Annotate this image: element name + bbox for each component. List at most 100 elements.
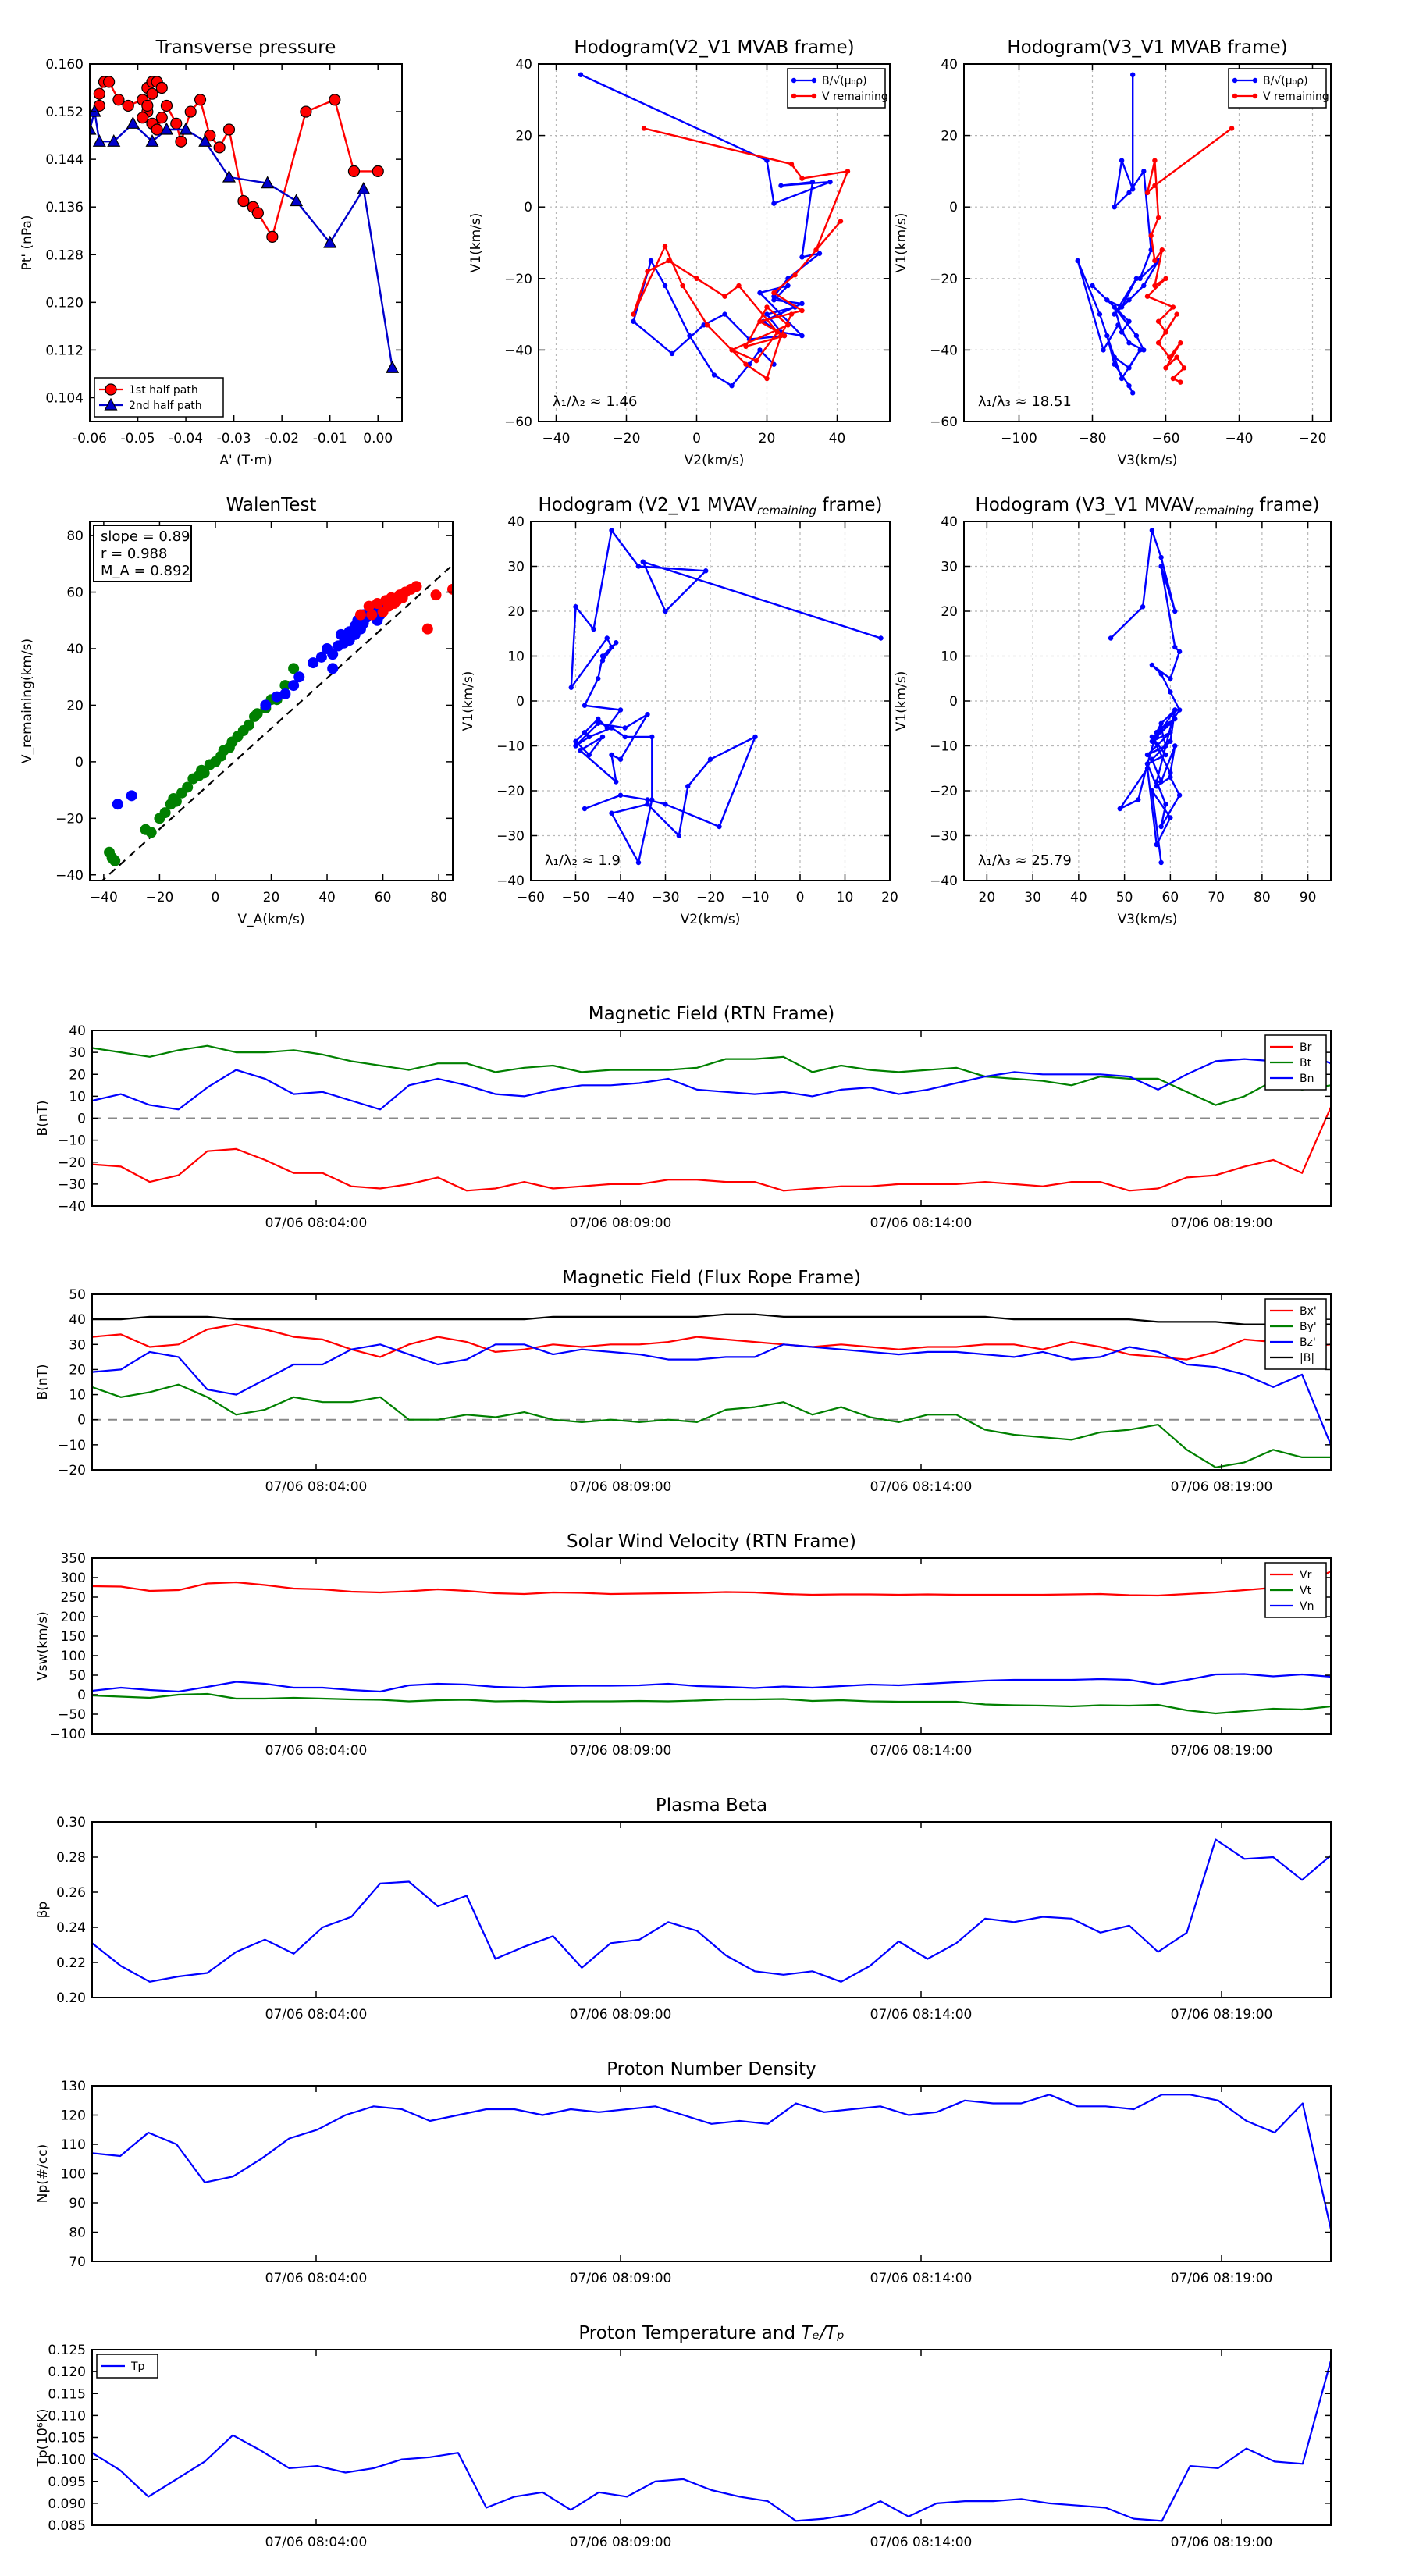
data-point [1172, 644, 1178, 650]
y-tick-label: 0 [77, 1112, 86, 1127]
data-point [785, 322, 791, 328]
data-point [366, 609, 378, 621]
data-point [1119, 304, 1125, 310]
y-tick-label: 40 [515, 57, 532, 73]
x-tick-label: −40 [1225, 431, 1254, 447]
y-tick-label: 0.125 [48, 2343, 86, 2358]
y-tick-label: −10 [930, 739, 958, 755]
data-point [175, 135, 187, 148]
y-axis-label: Vsw(km/s) [35, 1611, 51, 1681]
data-point [213, 141, 226, 154]
y-axis-label: B(nT) [35, 1364, 51, 1400]
data-point [1174, 354, 1179, 360]
series-line [580, 73, 831, 387]
plot-frame [91, 1557, 1332, 1735]
data-point [816, 251, 823, 256]
chart-title: Proton Number Density [606, 2059, 816, 2080]
data-point [1172, 716, 1178, 722]
data-point [1158, 671, 1164, 677]
series-green [104, 663, 300, 866]
y-axis-label: Np(#/cc) [35, 2144, 51, 2203]
data-point [645, 712, 650, 717]
chart-title: Hodogram(V2_V1 MVAB frame) [574, 37, 854, 58]
series-line [1110, 529, 1181, 863]
series-blue [112, 600, 389, 810]
y-tick-label: 100 [61, 1649, 86, 1664]
y-tick-label: 130 [61, 2079, 86, 2094]
y-tick-label: −10 [496, 739, 525, 755]
y-tick-label: −20 [504, 272, 532, 287]
data-point [1155, 318, 1161, 324]
data-point [1155, 340, 1161, 346]
y-tick-label: 0.28 [56, 1850, 86, 1866]
data-point [145, 133, 159, 147]
data-point [112, 799, 123, 810]
data-point [1112, 304, 1117, 310]
data-point [631, 318, 636, 324]
y-tick-label: 0.112 [45, 343, 84, 358]
data-point [757, 318, 763, 324]
y-tick-label: −60 [504, 415, 532, 430]
legend-marker [1232, 77, 1238, 84]
legend-label: Vr [1300, 1569, 1312, 1582]
x-tick-label: −80 [1079, 431, 1107, 447]
y-tick-label: −30 [58, 1177, 86, 1193]
data-point [771, 297, 777, 303]
data-point [1149, 528, 1155, 533]
legend-label: Vt [1300, 1585, 1312, 1597]
data-point [1119, 329, 1125, 335]
x-tick-label: 07/06 08:04:00 [265, 2007, 368, 2023]
data-point [1144, 294, 1151, 299]
title-subscript: remaining [757, 503, 816, 518]
eigenvalue-ratio: λ₁/λ₃ ≈ 25.79 [978, 852, 1072, 869]
legend-box [787, 68, 886, 109]
x-tick-label: 07/06 08:09:00 [570, 1743, 672, 1759]
data-point [260, 699, 272, 711]
data-point [687, 333, 692, 339]
data-point [609, 810, 614, 816]
legend: Br Bt Bn [1264, 1034, 1327, 1091]
data-point [578, 72, 584, 77]
x-tick-label: −40 [606, 890, 635, 906]
chart-title: Solar Wind Velocity (RTN Frame) [567, 1532, 856, 1552]
chart-title: Proton Temperature and Tₑ/Tₚ [578, 2323, 844, 2343]
x-tick-label: 07/06 08:04:00 [265, 1743, 368, 1759]
data-point [662, 244, 668, 249]
data-point [582, 730, 588, 735]
data-point [792, 272, 798, 278]
data-point [155, 112, 168, 124]
y-tick-label: 50 [69, 1287, 86, 1303]
data-point [591, 626, 596, 632]
y-tick-label: 20 [515, 129, 532, 144]
series-line [92, 1838, 1331, 1983]
data-point [694, 276, 699, 281]
data-point [707, 756, 713, 762]
y-tick-label: −30 [930, 829, 958, 845]
data-point [649, 734, 655, 740]
y-tick-label: −20 [496, 784, 525, 799]
panel-walen: WalenTest −40 −20 0 20 40 60 80 −40 −20 0 20 40 60 80 V… [20, 495, 454, 927]
series-line [92, 1343, 1331, 1446]
y-tick-label: 0.22 [56, 1955, 86, 1971]
data-point [329, 94, 341, 106]
data-point [1144, 761, 1151, 767]
y-tick-label: 20 [66, 698, 84, 713]
data-point [357, 182, 371, 194]
data-point [743, 361, 749, 367]
y-tick-label: −20 [55, 811, 84, 827]
data-point [290, 194, 304, 207]
data-point [1119, 158, 1125, 163]
data-point [649, 797, 655, 802]
data-point [327, 649, 339, 660]
y-tick-label: 0 [949, 694, 958, 710]
data-point [1149, 738, 1155, 744]
data-point [372, 165, 384, 177]
x-tick-label: 07/06 08:14:00 [870, 2271, 973, 2286]
x-tick-label: 0 [212, 890, 220, 906]
data-point [1115, 322, 1121, 328]
data-point [1149, 756, 1155, 762]
y-tick-label: −40 [55, 868, 84, 884]
y-tick-label: 0.152 [45, 105, 84, 120]
data-point [159, 122, 173, 135]
data-point [641, 126, 647, 131]
